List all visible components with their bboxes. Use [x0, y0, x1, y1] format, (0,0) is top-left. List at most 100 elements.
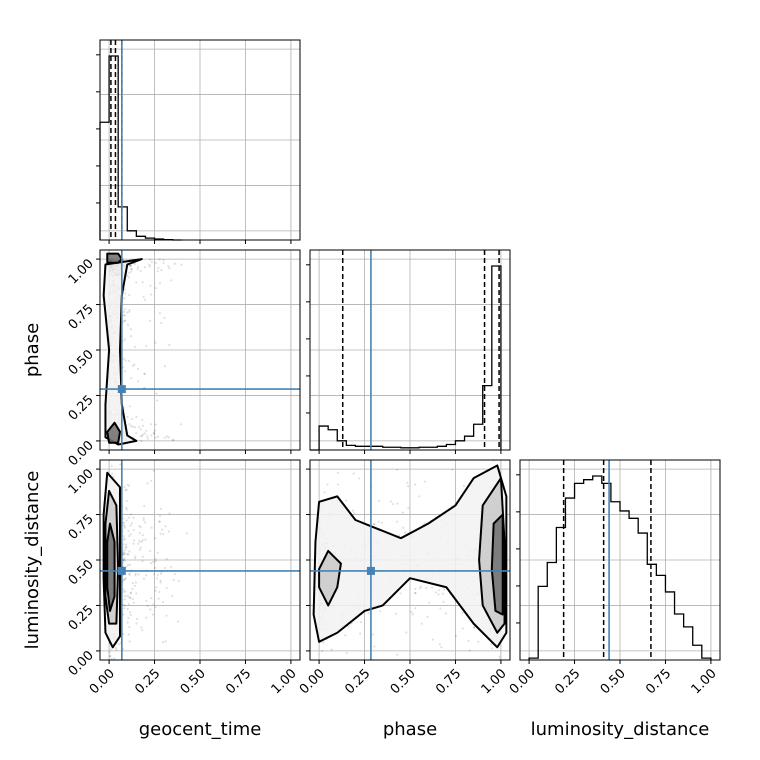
sample-point: [133, 262, 137, 266]
sample-point: [126, 311, 129, 314]
sample-point: [414, 483, 417, 486]
sample-point: [373, 523, 376, 526]
sample-point: [431, 586, 434, 589]
contour-outer: [102, 258, 143, 446]
sample-point: [132, 542, 135, 545]
contour-inner: [106, 421, 121, 444]
sample-point: [114, 701, 116, 703]
sample-point: [129, 264, 132, 268]
sample-point: [130, 417, 134, 420]
sample-point: [131, 582, 134, 585]
y-tick-label: 0.25: [66, 603, 97, 634]
sample-point: [494, 693, 496, 695]
sample-point: [443, 588, 446, 591]
sample-point: [142, 516, 145, 520]
sample-point: [162, 261, 165, 265]
sample-point: [156, 270, 159, 273]
sample-point: [414, 591, 417, 595]
sample-point: [156, 551, 159, 554]
sample-point: [130, 267, 133, 271]
sample-point: [133, 345, 137, 349]
sample-point: [359, 621, 363, 624]
sample-point: [108, 655, 112, 658]
sample-point: [123, 526, 126, 530]
sample-point: [392, 502, 395, 506]
sample-point: [154, 287, 157, 290]
sample-point: [173, 262, 177, 265]
sample-point: [155, 392, 158, 395]
x-tick-label: 1.00: [479, 666, 510, 697]
sample-point: [373, 522, 376, 526]
sample-point: [127, 563, 130, 567]
contour-outer: [312, 464, 508, 649]
x-tick-label: 0.25: [342, 666, 373, 697]
sample-point: [322, 641, 325, 644]
sample-point: [168, 343, 171, 347]
sample-point: [128, 596, 131, 599]
sample-point: [442, 600, 445, 603]
sample-point: [133, 363, 136, 366]
sample-point: [123, 559, 126, 563]
sample-point: [179, 423, 183, 426]
sample-point: [122, 357, 125, 360]
sample-point: [154, 261, 158, 265]
sample-point: [128, 573, 131, 576]
sample-point: [165, 435, 169, 438]
sample-point: [154, 537, 157, 540]
sample-point: [461, 627, 464, 630]
sample-point: [131, 588, 134, 591]
sample-point: [152, 432, 155, 435]
sample-point: [128, 640, 131, 643]
sample-point: [124, 594, 127, 598]
sample-point: [124, 359, 127, 362]
sample-point: [344, 499, 348, 502]
sample-point: [158, 258, 161, 261]
sample-point: [411, 613, 414, 616]
sample-point: [440, 660, 442, 662]
sample-point: [123, 525, 126, 528]
sample-point: [125, 506, 128, 509]
sample-point: [172, 438, 175, 442]
sample-point: [358, 477, 361, 480]
sample-point: [136, 265, 140, 269]
sample-point: [129, 513, 132, 516]
sample-point: [142, 518, 145, 522]
sample-point: [158, 520, 161, 523]
sample-point: [158, 590, 161, 594]
sample-point: [123, 338, 127, 341]
x-tick-label: 1.00: [269, 666, 300, 697]
sample-point: [461, 611, 464, 614]
sample-point: [135, 431, 138, 435]
sample-point: [467, 639, 470, 642]
y-tick-label: 0.50: [66, 557, 97, 588]
sample-point: [136, 617, 139, 621]
x-tick-label: 0.00: [507, 666, 538, 697]
sample-point: [146, 437, 149, 440]
sample-point: [176, 620, 180, 623]
sample-point: [396, 520, 399, 523]
y-tick-label: 1.00: [66, 466, 97, 497]
sample-point: [157, 597, 160, 600]
sample-point: [146, 604, 149, 607]
sample-point: [122, 588, 125, 591]
sample-point: [129, 613, 132, 617]
sample-point: [160, 268, 163, 272]
sample-point: [146, 435, 149, 438]
sample-point: [162, 532, 165, 536]
sample-point: [138, 531, 141, 535]
sample-point: [122, 517, 125, 520]
sample-point: [132, 528, 135, 531]
sample-point: [149, 608, 152, 611]
sample-point: [423, 522, 426, 525]
sample-point: [131, 425, 135, 428]
sample-point: [433, 670, 435, 672]
sample-point: [140, 626, 143, 629]
sample-point: [168, 267, 171, 270]
sample-point: [153, 573, 156, 576]
sample-point: [126, 323, 130, 327]
sample-point: [152, 603, 155, 606]
sample-point: [143, 432, 146, 435]
sample-point: [148, 263, 151, 266]
x-tick-label: 0.75: [643, 666, 674, 697]
sample-point: [426, 615, 429, 618]
